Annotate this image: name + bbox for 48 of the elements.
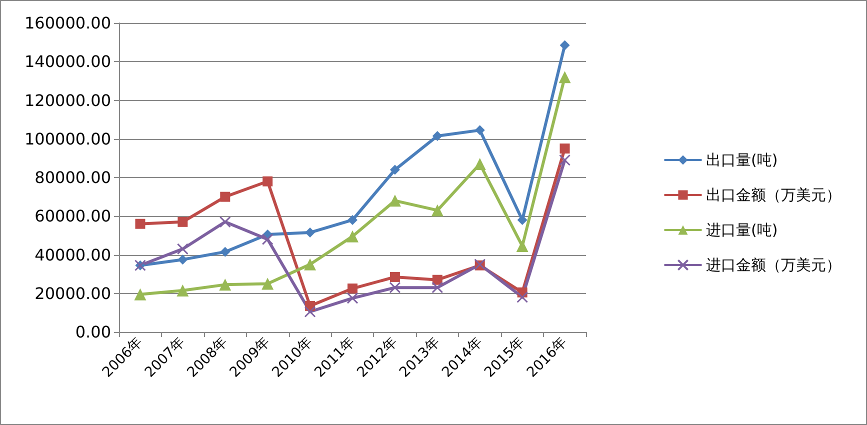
point xyxy=(560,144,570,154)
y-tick-label: 160000.00 xyxy=(24,14,111,32)
point xyxy=(304,258,316,270)
point xyxy=(134,288,146,300)
point xyxy=(432,130,442,141)
point xyxy=(516,291,528,303)
y-tick-label: 60000.00 xyxy=(34,206,111,226)
point xyxy=(305,228,316,238)
point xyxy=(176,243,188,255)
point xyxy=(219,278,232,291)
point xyxy=(219,216,231,228)
point xyxy=(348,214,358,225)
point xyxy=(346,292,358,304)
point xyxy=(474,158,486,170)
point xyxy=(474,125,485,136)
point xyxy=(176,284,189,296)
point xyxy=(516,240,528,252)
point xyxy=(558,71,571,84)
point xyxy=(431,204,444,216)
legend-label: 出口金额（万美元） xyxy=(706,186,841,204)
point xyxy=(178,216,188,227)
y-tick-label: 0.00 xyxy=(75,322,111,342)
point xyxy=(390,164,400,175)
point xyxy=(346,230,358,242)
y-tick-label: 140000.00 xyxy=(24,52,111,72)
legend-label: 出口量(吨) xyxy=(706,151,778,169)
point xyxy=(348,284,358,294)
point xyxy=(220,246,230,257)
point xyxy=(262,176,273,186)
point xyxy=(135,218,146,229)
point xyxy=(389,282,401,294)
y-tick-label: 20000.00 xyxy=(34,284,111,303)
point xyxy=(262,278,274,290)
legend-label: 进口金额（万美元） xyxy=(706,256,841,274)
point xyxy=(178,254,188,265)
point xyxy=(388,194,401,207)
point xyxy=(390,272,400,282)
y-tick-label: 120000.00 xyxy=(24,90,111,110)
point xyxy=(220,192,230,202)
legend-label: 进口量(吨) xyxy=(706,221,778,239)
point xyxy=(560,40,570,50)
y-tick-label: 40000.00 xyxy=(34,245,111,264)
y-tick-label: 100000.00 xyxy=(24,129,111,148)
y-tick-label: 80000.00 xyxy=(34,168,111,187)
point xyxy=(559,154,571,166)
point xyxy=(304,306,316,318)
point xyxy=(262,234,274,246)
point xyxy=(432,282,444,294)
